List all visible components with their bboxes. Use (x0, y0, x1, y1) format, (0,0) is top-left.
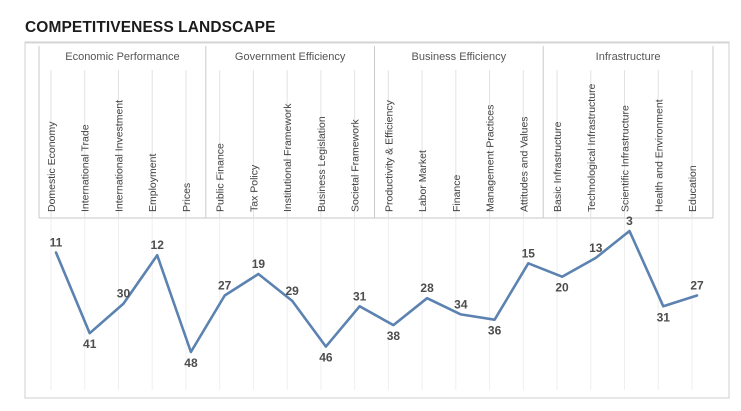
group-header: Government Efficiency (235, 51, 346, 63)
data-label: 31 (657, 310, 671, 324)
data-label: 19 (252, 257, 266, 271)
category-labels: Domestic Economy International Trade Inter… (46, 83, 699, 212)
data-label: 27 (218, 279, 232, 293)
data-label: 11 (50, 236, 63, 250)
category-label: Employment (147, 154, 159, 212)
chart-title: COMPETITIVENESS LANDSCAPE (25, 19, 276, 36)
category-label: Basic Infrastructure (552, 121, 564, 212)
category-label: Societal Framework (350, 118, 362, 212)
group-headers: Economic Performance Government Efficienc… (38, 46, 714, 218)
data-label: 27 (690, 279, 704, 293)
gridlines (50, 70, 693, 390)
category-label: Institutional Framework (282, 103, 294, 212)
category-label: Finance (451, 174, 463, 212)
data-labels: 11 41 30 12 48 27 19 29 46 31 38 28 34 36 15 20 13 3 31 27 (50, 214, 704, 370)
data-label: 29 (285, 284, 299, 298)
data-label: 3 (626, 214, 633, 228)
data-label: 31 (353, 289, 367, 303)
category-label: Management Practices (485, 105, 497, 212)
chart-frame (24, 41, 730, 399)
data-label: 36 (488, 324, 502, 338)
category-label: Domestic Economy (46, 121, 58, 212)
data-label: 12 (151, 238, 165, 252)
rank-series-line (54, 229, 699, 354)
data-label: 30 (117, 287, 131, 301)
group-header: Economic Performance (65, 51, 179, 63)
category-label: Business Legislation (316, 116, 328, 212)
category-label: International Investment (113, 100, 125, 212)
category-label: Prices (181, 183, 193, 212)
group-header: Business Efficiency (412, 51, 507, 63)
data-label: 20 (555, 281, 569, 295)
category-label: Education (687, 165, 699, 212)
data-label: 41 (83, 337, 97, 351)
category-label: Scientific Infrastructure (620, 105, 632, 212)
group-header: Infrastructure (596, 51, 661, 63)
category-label: Public Finance (215, 143, 227, 212)
category-label: Labor Market (417, 150, 429, 212)
data-label: 48 (184, 356, 198, 370)
data-label: 46 (319, 351, 333, 365)
category-label: Tax Policy (248, 164, 260, 212)
category-label: Health and Environment (653, 99, 665, 212)
category-label: Technological Infrastructure (586, 83, 598, 212)
category-label: Attitudes and Values (518, 116, 530, 212)
category-label: International Trade (80, 124, 92, 212)
data-label: 13 (589, 241, 603, 255)
category-label: Productivity & Efficiency (383, 99, 395, 212)
data-label: 34 (454, 297, 468, 311)
data-label: 38 (387, 329, 401, 343)
data-label: 15 (522, 246, 536, 260)
data-label: 28 (420, 281, 434, 295)
